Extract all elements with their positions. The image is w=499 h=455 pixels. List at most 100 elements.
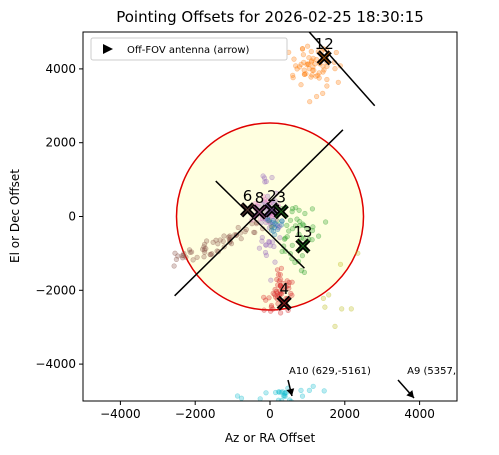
scatter-point: [261, 175, 268, 181]
scatter-point: [316, 233, 322, 239]
scatter-point: [270, 222, 276, 228]
scatter-point: [297, 223, 303, 229]
antenna-marker: 13: [293, 223, 312, 254]
scatter-point: [282, 393, 288, 400]
scatter-point: [294, 216, 300, 222]
scatter-point: [304, 225, 310, 232]
scatter-point: [289, 206, 296, 212]
scatter-point: [283, 284, 289, 290]
scatter-point: [234, 393, 241, 399]
scatter-point: [301, 67, 307, 73]
scatter-point: [273, 288, 280, 295]
scatter-point: [267, 243, 273, 249]
scatter-point: [276, 278, 282, 284]
scatter-point: [275, 222, 281, 229]
scatter-point: [268, 308, 274, 314]
scatter-point: [258, 400, 262, 401]
scatter-point: [260, 193, 266, 199]
scatter-point: [283, 390, 290, 396]
scatter-point: [257, 396, 263, 401]
scatter-point: [268, 277, 274, 283]
scatter-point: [277, 283, 284, 289]
legend-triangle-icon: [103, 44, 113, 54]
antenna-label: 13: [293, 223, 312, 241]
pointing-line: [215, 180, 305, 269]
scatter-point: [267, 220, 274, 227]
scatter-point: [298, 387, 304, 394]
antenna-label: 12: [315, 35, 334, 53]
scatter-point: [286, 228, 292, 234]
scatter-point: [266, 218, 272, 224]
scatter-point: [272, 291, 278, 298]
scatter-point: [272, 259, 278, 265]
scatter-point: [298, 61, 304, 68]
scatter-point: [266, 225, 273, 231]
scatter-point: [309, 72, 315, 78]
scatter-point: [260, 173, 266, 179]
scatter-point: [268, 302, 275, 309]
scatter-point: [320, 90, 326, 96]
scatter-point: [293, 63, 299, 69]
scatter-point: [290, 226, 296, 232]
scatter-point: [326, 292, 332, 298]
scatter-point: [279, 285, 285, 291]
y-tick-label: 4000: [45, 62, 76, 76]
scatter-point: [261, 307, 267, 313]
x-axis-ticks: −4000 −2000 0 2000 4000: [100, 401, 435, 421]
scatter-point: [309, 206, 316, 212]
scatter-point: [186, 247, 193, 253]
scatter-point: [204, 238, 210, 244]
scatter-point: [274, 276, 280, 283]
scatter-point: [306, 66, 312, 72]
scatter-point: [263, 252, 270, 258]
scatter-point: [284, 222, 290, 228]
scatter-point: [306, 387, 313, 394]
off-fov-label: A9 (5357,-6798): [407, 366, 489, 377]
pointing-line: [308, 32, 376, 107]
antenna-label: 4: [279, 280, 289, 298]
legend-label: Off-FOV antenna (arrow): [127, 45, 250, 56]
scatter-point: [249, 221, 255, 227]
scatter-point: [305, 43, 311, 49]
scatter-point: [251, 229, 257, 235]
scatter-point: [200, 246, 206, 252]
scatter-point: [274, 267, 281, 273]
scatter-point: [275, 301, 281, 307]
scatter-point: [262, 179, 268, 185]
scatter-point: [305, 61, 312, 68]
scatter-point: [335, 79, 341, 85]
scatter-point: [269, 227, 275, 233]
scatter-point: [279, 218, 285, 224]
scatter-point: [281, 403, 286, 408]
scatter-point: [256, 245, 263, 251]
scatter-point: [278, 222, 285, 228]
scatter-point: [263, 242, 269, 248]
antenna-marker: 12: [315, 35, 334, 66]
scatter-point: [299, 393, 306, 399]
scatter-point: [270, 228, 277, 234]
scatter-point: [277, 283, 284, 289]
scatter-point: [333, 49, 339, 56]
scatter-point: [180, 255, 186, 261]
scatter-point: [281, 288, 287, 294]
scatter-point: [226, 234, 232, 240]
scatter-point: [320, 69, 326, 75]
y-tick-label: 0: [68, 210, 76, 224]
antenna-marker: 6: [239, 187, 256, 218]
scatter-point: [290, 75, 296, 81]
scatter-point: [273, 222, 279, 228]
scatter-point: [279, 248, 285, 255]
scatter-point: [187, 249, 193, 255]
scatter-point: [310, 224, 316, 230]
scatter-point: [215, 249, 221, 255]
scatter-point: [259, 238, 265, 244]
y-axis-ticks: −4000 −2000 0 2000 4000: [35, 62, 83, 371]
scatter-point: [269, 219, 275, 225]
scatter-point: [313, 56, 320, 63]
scatter-point: [275, 226, 281, 232]
scatter-point: [181, 250, 187, 257]
scatter-point: [270, 306, 276, 312]
antenna-marker: 3: [273, 189, 289, 220]
antenna-label: 2: [267, 187, 277, 205]
